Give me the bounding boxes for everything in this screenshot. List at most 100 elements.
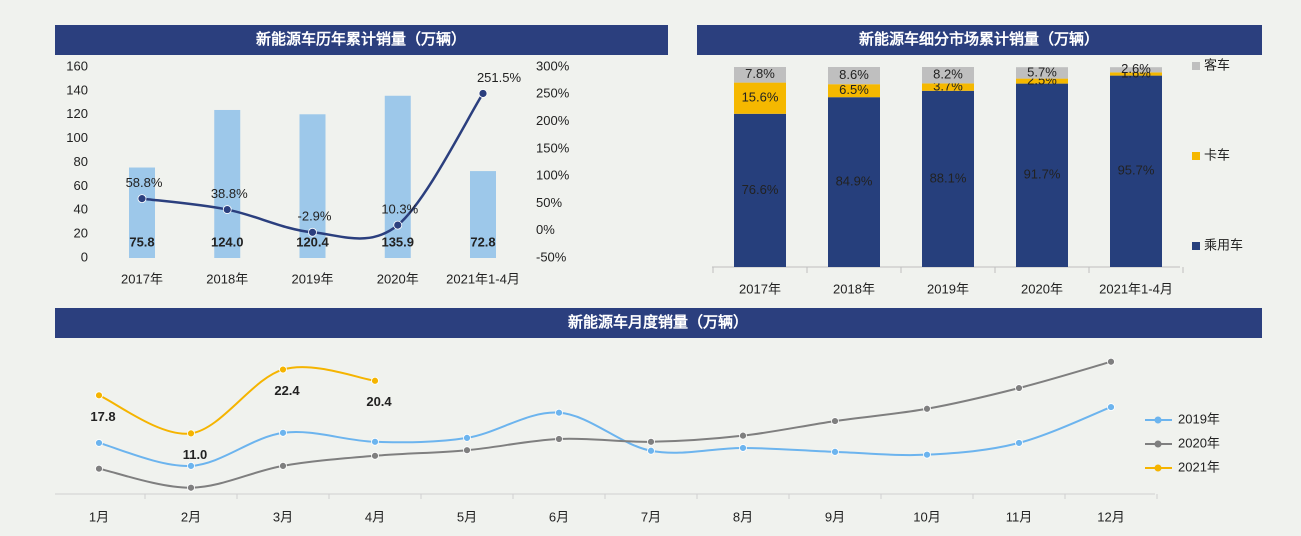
data-label: 20.4 [366, 394, 392, 409]
header-bar [55, 25, 668, 55]
data-label: 76.6% [742, 182, 779, 197]
y-tick-label: 80 [74, 154, 88, 169]
point [463, 433, 471, 442]
line [98, 406, 1112, 467]
data-label: 120.4 [296, 234, 329, 249]
x-tick-label: 2019年 [292, 271, 334, 286]
bar [470, 171, 496, 258]
point [739, 431, 747, 440]
y-tick-label: 60 [74, 178, 88, 193]
y2-tick-label: -50% [536, 249, 567, 264]
data-label: 88.1% [930, 170, 967, 185]
point [137, 194, 147, 204]
bar-segment [922, 90, 974, 267]
bar-segment [1016, 83, 1068, 267]
chart-title: 新能源车细分市场累计销量（万辆） [859, 30, 1099, 48]
x-tick-label: 6月 [549, 509, 569, 524]
x-tick-label: 4月 [365, 509, 385, 524]
point [371, 451, 379, 460]
bar-segment [1110, 67, 1162, 73]
y-tick-label: 120 [66, 106, 88, 121]
y-tick-label: 40 [74, 202, 88, 217]
x-tick-label: 2月 [181, 509, 201, 524]
y-tick-label: 100 [66, 130, 88, 145]
header-bar [55, 308, 1262, 338]
point [187, 461, 195, 470]
y2-tick-label: 150% [536, 140, 570, 155]
y2-tick-label: 200% [536, 113, 570, 128]
x-tick-label: 3月 [273, 509, 293, 524]
legend-label: 乘用车 [1204, 237, 1243, 252]
bar-segment [1110, 72, 1162, 76]
point [187, 429, 195, 438]
point [555, 435, 563, 443]
point [393, 220, 403, 230]
data-label: 2.6% [1121, 61, 1151, 76]
bar-segment [828, 97, 880, 267]
chart-title: 新能源车月度销量（万辆） [568, 313, 748, 331]
data-label: 15.6% [742, 90, 779, 105]
y-tick-label: 20 [74, 226, 88, 241]
point [222, 205, 232, 214]
line [98, 360, 1112, 489]
point [923, 404, 931, 413]
bar-segment [828, 84, 880, 98]
data-label: 58.8% [126, 175, 163, 190]
data-label: 91.7% [1024, 167, 1061, 182]
y-tick-label: 160 [66, 58, 88, 73]
data-label: 251.5% [477, 70, 522, 85]
point [478, 89, 488, 98]
bar-segment [922, 67, 974, 84]
x-tick-label: 1月 [89, 509, 109, 524]
legend-label: 客车 [1204, 57, 1230, 72]
point [279, 461, 287, 470]
y2-tick-label: 100% [536, 168, 570, 183]
point [187, 483, 195, 492]
legend-swatch [1192, 152, 1200, 160]
header-bar [697, 25, 1262, 55]
point [279, 365, 287, 374]
legend-marker [1154, 416, 1162, 424]
y-tick-label: 140 [66, 82, 88, 97]
point [308, 227, 317, 237]
data-label: 6.5% [839, 82, 869, 97]
y2-tick-label: 300% [536, 58, 570, 73]
bar-segment [1016, 78, 1068, 84]
point [371, 437, 379, 446]
chart-title: 新能源车历年累计销量（万辆） [256, 30, 466, 48]
x-tick-label: 9月 [825, 509, 845, 524]
bar-segment [734, 113, 786, 267]
x-tick-label: 2020年 [377, 271, 419, 286]
point [831, 417, 839, 425]
data-label: 17.8 [90, 409, 115, 424]
legend-label: 2020年 [1178, 435, 1220, 450]
point [95, 391, 103, 400]
data-label: 5.7% [1027, 64, 1057, 79]
line [98, 366, 376, 435]
legend-marker [1154, 440, 1162, 448]
data-label: 135.9 [381, 234, 414, 249]
point [1015, 439, 1023, 447]
legend-label: 2019年 [1178, 411, 1220, 426]
legend-marker [1154, 464, 1162, 472]
data-label: 124.0 [211, 234, 244, 249]
x-tick-label: 2017年 [739, 281, 781, 296]
point [647, 446, 655, 455]
data-label: 11.0 [183, 447, 208, 462]
point [555, 408, 563, 417]
bar-segment [734, 67, 786, 83]
bar-segment [1016, 67, 1068, 79]
bar-segment [1110, 75, 1162, 267]
bar-segment [922, 83, 974, 91]
x-tick-label: 2018年 [833, 281, 875, 296]
x-tick-label: 2021年1-4月 [1099, 281, 1173, 296]
point [739, 444, 747, 452]
point [463, 446, 471, 455]
legend-label: 卡车 [1204, 147, 1230, 162]
data-label: 38.8% [211, 186, 248, 201]
point [371, 376, 379, 385]
data-label: 8.6% [839, 67, 869, 82]
data-label: 22.4 [274, 383, 300, 398]
